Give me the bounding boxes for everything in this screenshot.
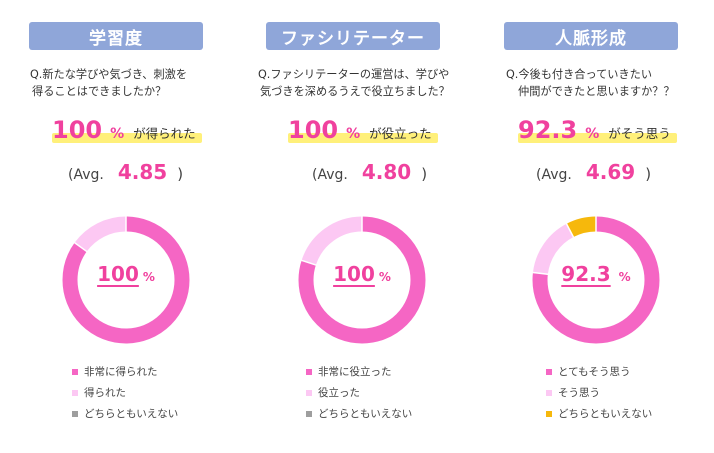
highlight-marker: [518, 133, 677, 143]
legend-label: 役立った: [318, 387, 360, 399]
headline-value: 100: [52, 116, 103, 144]
legend-swatch: [306, 368, 312, 375]
legend: 非常に役立った 役立った どちらともいえない: [306, 361, 412, 424]
legend-label: どちらともいえない: [84, 408, 179, 420]
panel-facilitator: ファシリテーター Q.ファシリテーターの運営は、学びや 気づきを深めるうえで役立…: [238, 0, 476, 453]
headline-unit: %: [110, 126, 125, 142]
average-score: (Avg. 4.69 ): [528, 160, 651, 184]
center-unit: %: [378, 270, 391, 284]
legend-swatch: [546, 389, 552, 396]
highlight-marker: [52, 133, 202, 143]
question-line-2: 気づきを深めるうえで役立ちました？: [260, 85, 450, 98]
headline-text: がそう思う: [608, 126, 671, 141]
legend-item: 非常に得られた: [72, 361, 178, 382]
avg-close: ): [177, 165, 184, 183]
legend-label: 得られた: [84, 387, 126, 399]
headline-value: 92.3: [518, 116, 578, 144]
center-unit: %: [142, 270, 155, 284]
donut-chart: [62, 215, 190, 344]
legend-swatch: [72, 410, 78, 417]
legend-swatch: [306, 389, 312, 396]
legend-item: 非常に役立った: [306, 361, 412, 382]
headline-value: 100: [288, 116, 339, 144]
avg-label: (Avg.: [68, 167, 104, 183]
legend-item: どちらともいえない: [306, 403, 412, 424]
avg-label: (Avg.: [536, 167, 572, 183]
center-value: 92.3: [561, 262, 611, 286]
legend-item: どちらともいえない: [72, 403, 178, 424]
legend: とてもそう思う そう思う どちらともいえない: [546, 361, 652, 424]
question-text: Q.ファシリテーターの運営は、学びや 気づきを深めるうえで役立ちました？: [258, 66, 450, 100]
legend-item: そう思う: [546, 382, 652, 403]
legend-label: とてもそう思う: [558, 366, 631, 378]
slice-separator: [73, 241, 89, 253]
headline: 100 % が役立った: [288, 116, 438, 147]
question-text: Q.新たな学びや気づき、刺激を 得ることはできましたか？: [30, 66, 187, 100]
donut-center: 100%: [56, 262, 196, 286]
question-line-2: 仲間ができたと思いますか？？: [518, 85, 675, 98]
avg-close: ): [645, 165, 652, 183]
donut-center: 92.3%: [526, 262, 666, 286]
panel-header: 人脈形成: [504, 22, 678, 50]
slice-separator: [300, 259, 318, 267]
panel-learning: 学習度 Q.新たな学びや気づき、刺激を 得ることはできましたか？ 100 % が…: [0, 0, 238, 453]
headline-unit: %: [346, 126, 361, 142]
question-line-1: Q.ファシリテーターの運営は、学びや: [258, 68, 450, 81]
panel-header: 学習度: [29, 22, 203, 50]
highlight-marker: [288, 133, 438, 143]
legend-item: どちらともいえない: [546, 403, 652, 424]
center-unit: %: [618, 270, 631, 284]
legend-label: そう思う: [558, 387, 600, 399]
headline-text: が役立った: [369, 126, 432, 141]
slice-separator: [565, 222, 575, 239]
legend-swatch: [72, 368, 78, 375]
donut-chart: [298, 215, 426, 344]
legend-swatch: [306, 410, 312, 417]
avg-value: 4.80: [361, 160, 412, 184]
legend-swatch: [546, 410, 552, 417]
legend-swatch: [546, 368, 552, 375]
average-score: (Avg. 4.85 ): [60, 160, 183, 184]
legend-swatch: [72, 389, 78, 396]
legend-label: どちらともいえない: [558, 408, 653, 420]
avg-value: 4.69: [585, 160, 636, 184]
question-text: Q.今後も付き合っていきたい 仲間ができたと思いますか？？: [506, 66, 675, 100]
headline-unit: %: [585, 126, 600, 142]
legend-label: 非常に役立った: [318, 366, 392, 378]
avg-close: ): [421, 165, 428, 183]
legend-item: とてもそう思う: [546, 361, 652, 382]
question-line-1: Q.新たな学びや気づき、刺激を: [30, 68, 188, 81]
slice-separator: [531, 271, 549, 276]
panel-header: ファシリテーター: [266, 22, 440, 50]
headline-text: が得られた: [133, 126, 196, 141]
panel-networking: 人脈形成 Q.今後も付き合っていきたい 仲間ができたと思いますか？？ 92.3 …: [476, 0, 714, 453]
average-score: (Avg. 4.80 ): [304, 160, 427, 184]
question-line-2: 得ることはできましたか？: [32, 85, 167, 98]
center-value: 100: [97, 262, 139, 286]
avg-value: 4.85: [117, 160, 168, 184]
legend-label: どちらともいえない: [318, 408, 413, 420]
headline: 92.3 % がそう思う: [518, 116, 677, 147]
legend: 非常に得られた 得られた どちらともいえない: [72, 361, 178, 424]
headline: 100 % が得られた: [52, 116, 202, 147]
avg-label: (Avg.: [312, 167, 348, 183]
legend-label: 非常に得られた: [84, 366, 158, 378]
legend-item: 役立った: [306, 382, 412, 403]
center-value: 100: [333, 262, 375, 286]
legend-item: 得られた: [72, 382, 178, 403]
donut-chart: [531, 215, 660, 344]
question-line-1: Q.今後も付き合っていきたい: [506, 68, 653, 81]
donut-center: 100%: [292, 262, 432, 286]
